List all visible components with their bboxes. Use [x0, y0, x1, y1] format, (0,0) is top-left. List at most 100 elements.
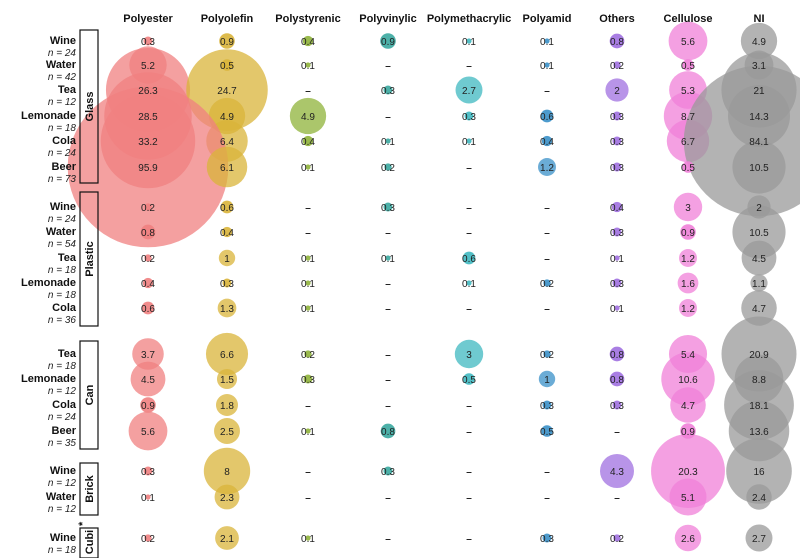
- cell-value-label: 4.9: [752, 37, 766, 48]
- row-label: Water: [46, 491, 77, 503]
- row-label: Cola: [52, 135, 77, 147]
- bubble-mark: [385, 255, 391, 261]
- bubble-mark: [221, 226, 233, 238]
- bubble-mark: [605, 78, 629, 102]
- cell-value-label: 4.5: [752, 254, 766, 265]
- bubble-mark: [682, 59, 694, 71]
- bubble-mark: [144, 203, 152, 211]
- row-sample-size: n = 12: [48, 386, 77, 397]
- cell-value-label: 4.7: [752, 304, 766, 315]
- bubble-mark: [380, 423, 396, 439]
- row-sample-size: n = 24: [48, 412, 77, 423]
- bubble-mark: [669, 478, 707, 516]
- bubble-mark: [741, 290, 777, 326]
- bubble-mark: [466, 280, 472, 286]
- bubble-mark: [303, 374, 313, 384]
- row-label: Tea: [58, 252, 77, 264]
- bubble-mark: [144, 534, 152, 542]
- bubble-mark: [383, 466, 393, 476]
- cell-value-label: 0.1: [301, 304, 315, 315]
- cell-value-label: 2.3: [220, 493, 234, 504]
- column-header-polyester: Polyester: [123, 13, 173, 25]
- bubble-mark: [612, 136, 622, 146]
- cell-value-label: –: [544, 203, 550, 214]
- row-sample-size: n = 18: [48, 290, 77, 301]
- cell-value-label: –: [614, 493, 620, 504]
- group-label-plastic: Plastic: [84, 241, 96, 276]
- row-label: Lemonade: [21, 110, 76, 122]
- row-sample-size: n = 24: [48, 214, 77, 225]
- bubble-mark: [540, 109, 554, 123]
- column-header-ni: NI: [754, 13, 765, 25]
- cell-value-label: 0.5: [462, 375, 476, 386]
- cell-value-label: 0.4: [301, 37, 315, 48]
- bubble-mark: [383, 85, 393, 95]
- cell-value-label: 3.7: [141, 350, 155, 361]
- bubble-mark: [741, 240, 777, 276]
- cell-value-label: 5.3: [681, 86, 695, 97]
- cell-value-label: 0.4: [220, 228, 234, 239]
- cell-value-label: 0.1: [610, 254, 624, 265]
- bubble-mark: [304, 350, 312, 358]
- bubble-mark: [464, 111, 474, 121]
- bubble-mark: [677, 272, 699, 294]
- bubble-mark: [740, 22, 778, 60]
- bubble-mark: [302, 135, 314, 147]
- cell-value-label: 6.6: [220, 350, 234, 361]
- cell-value-label: –: [385, 493, 391, 504]
- cell-value-label: 5.2: [141, 61, 155, 72]
- bubble-mark: [206, 146, 248, 188]
- row-sample-size: n = 12: [48, 97, 77, 108]
- cell-value-label: 0.1: [462, 279, 476, 290]
- cell-value-label: 0.5: [681, 61, 695, 72]
- row-label: Water: [46, 226, 77, 238]
- cell-value-label: 0.2: [381, 163, 395, 174]
- cell-value-label: –: [385, 279, 391, 290]
- row-label: Water: [46, 59, 77, 71]
- bubble-mark: [609, 346, 625, 362]
- bubble-mark: [609, 33, 625, 49]
- cell-value-label: 1.8: [220, 401, 234, 412]
- bubble-mark: [455, 76, 483, 104]
- cell-value-label: 2.7: [462, 86, 476, 97]
- bubble-mark: [132, 338, 164, 370]
- row-label: Wine: [50, 201, 76, 213]
- group-bracket-cubi: [79, 527, 99, 558]
- bubble-mark: [385, 138, 391, 144]
- row-label: Wine: [50, 532, 76, 544]
- cell-value-label: 0.1: [540, 37, 554, 48]
- bubble-mark: [611, 201, 623, 213]
- cell-value-label: 0.2: [610, 61, 624, 72]
- cell-value-label: 0.3: [462, 112, 476, 123]
- cell-value-label: 1: [224, 254, 230, 265]
- cell-value-label: 0.4: [301, 137, 315, 148]
- column-header-polymethacrylic: Polymethacrylic: [427, 13, 511, 25]
- cell-value-label: –: [385, 112, 391, 123]
- cell-value-label: 2.6: [681, 534, 695, 545]
- row-sample-size: n = 18: [48, 545, 77, 556]
- bubble-mark: [612, 162, 622, 172]
- bubble-mark: [145, 494, 151, 500]
- cell-value-label: 8: [224, 467, 230, 478]
- bubble-mark: [186, 49, 268, 131]
- bubble-mark: [538, 370, 556, 388]
- cell-value-label: 8.8: [752, 375, 766, 386]
- cell-value-label: 6.7: [681, 137, 695, 148]
- cell-value-label: 0.2: [610, 534, 624, 545]
- bubble-mark: [302, 35, 314, 47]
- bubble-mark: [203, 447, 251, 495]
- bubble-mark: [466, 38, 472, 44]
- bubble-mark: [466, 138, 472, 144]
- cell-value-label: 2.1: [220, 534, 234, 545]
- bubble-mark: [541, 135, 553, 147]
- row-sample-size: n = 12: [48, 478, 77, 489]
- group-label-can: Can: [84, 384, 96, 405]
- label-layer: Polyester Polyolefin Polystyrenic Polyvinyl…: [21, 13, 769, 558]
- column-header-polyolefin: Polyolefin: [201, 13, 254, 25]
- cell-value-label: 10.5: [749, 228, 769, 239]
- cell-value-label: 10.6: [678, 375, 698, 386]
- cell-value-label: 0.5: [220, 61, 234, 72]
- cell-value-label: 3.1: [752, 61, 766, 72]
- row-label: Lemonade: [21, 373, 76, 385]
- cell-value-label: –: [466, 427, 472, 438]
